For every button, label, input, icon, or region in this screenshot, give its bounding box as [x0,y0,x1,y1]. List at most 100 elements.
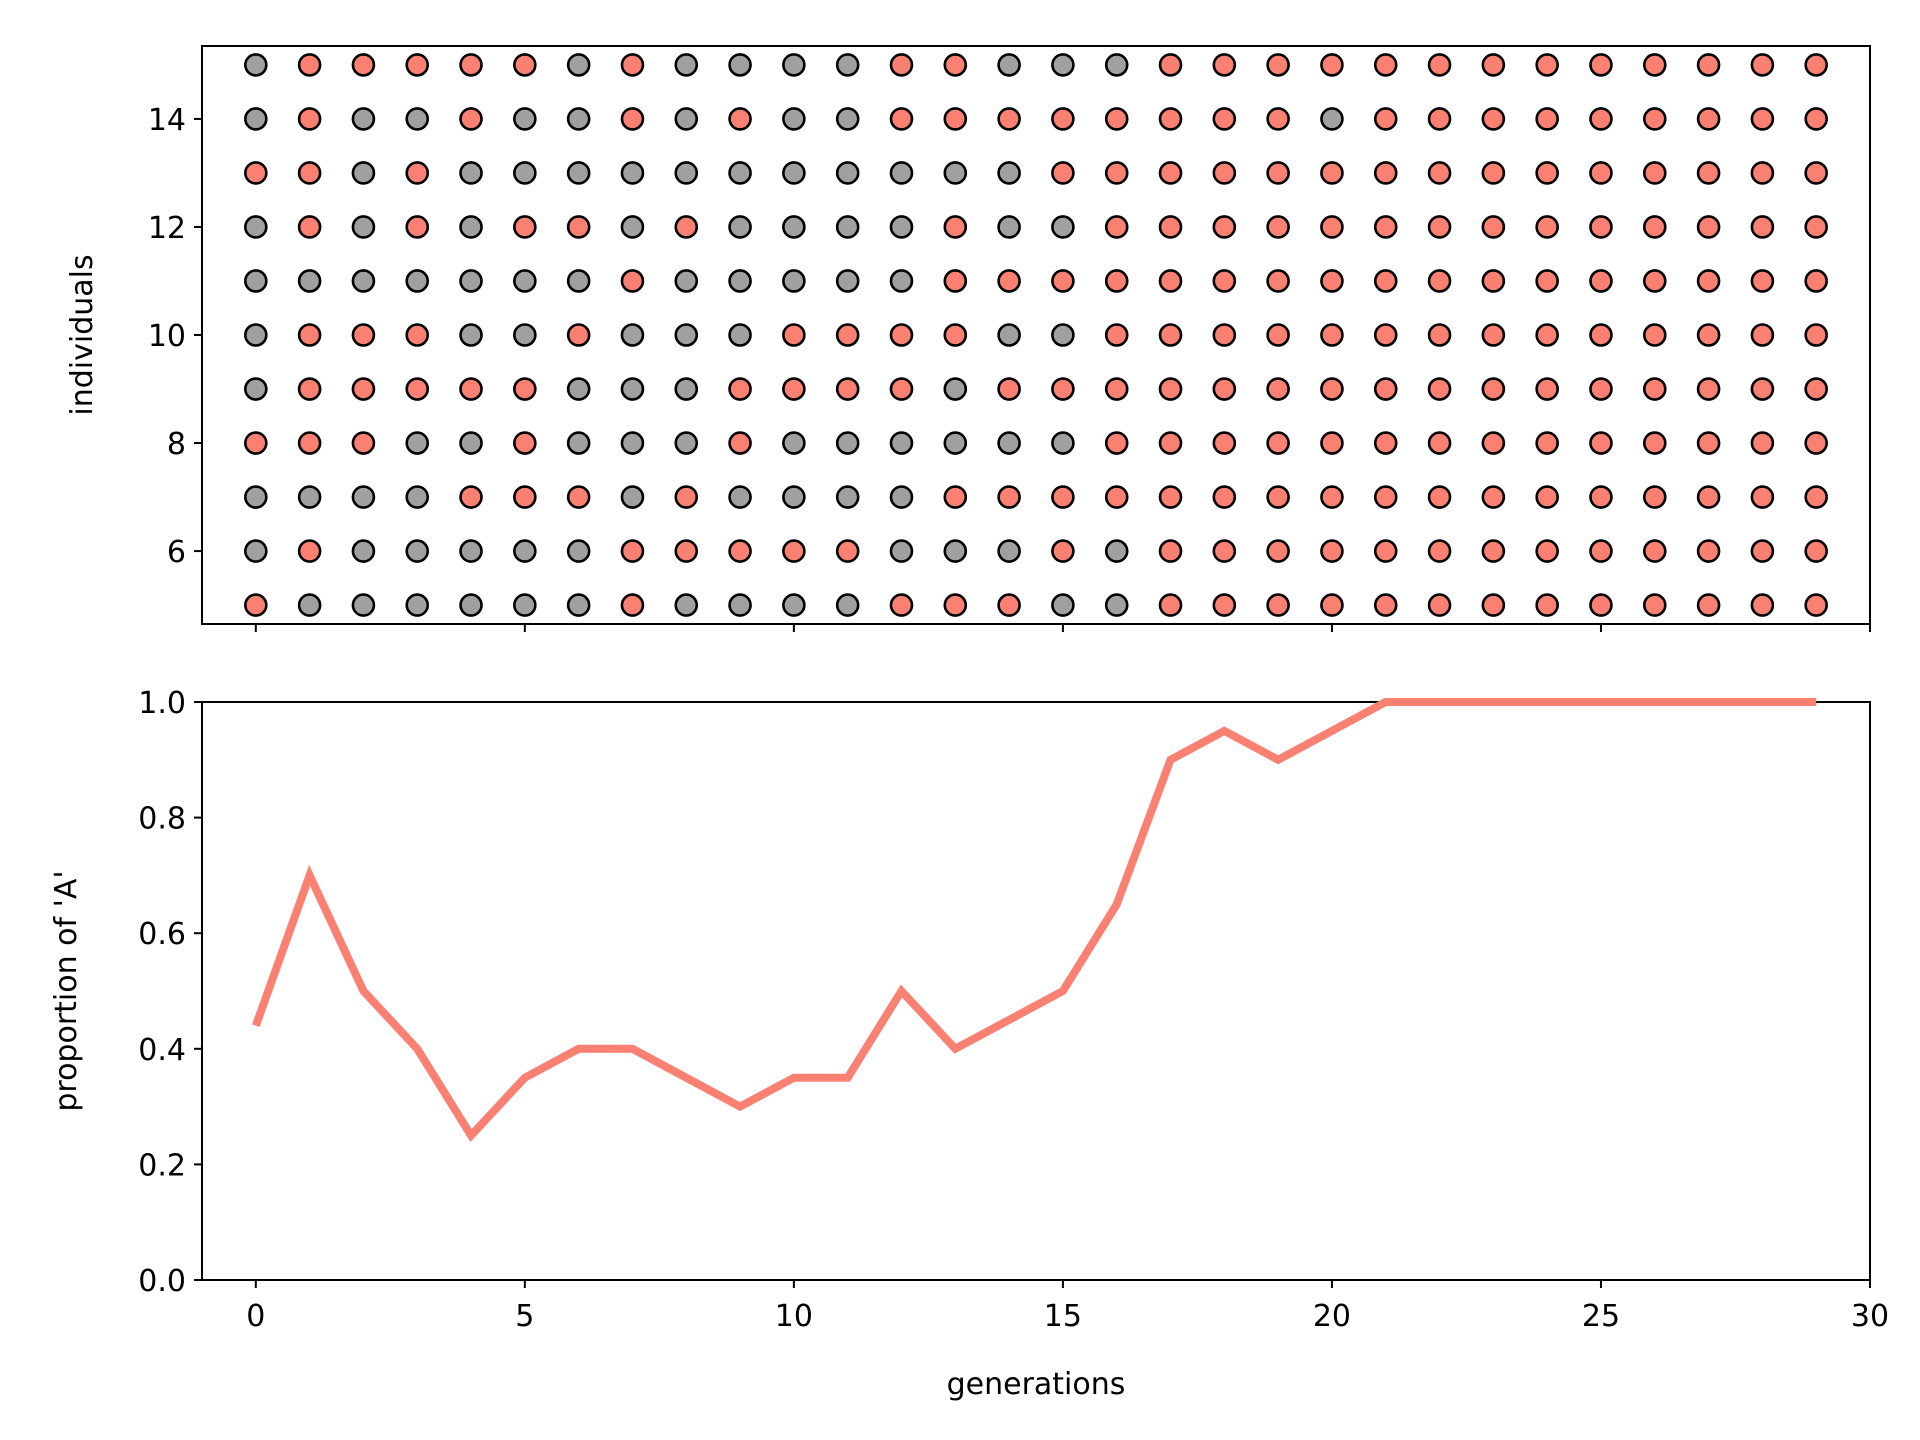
scatter-point-A [943,323,968,347]
scatter-point-A [1158,107,1183,131]
scatter-point-A [1481,323,1506,347]
scatter-point-B [513,593,537,617]
scatter-point-A [1266,593,1290,617]
scatter-point-A [1696,539,1721,563]
scatter-point-A [1804,215,1828,239]
scatter-point-A [782,539,806,563]
scatter-point-A [244,593,268,617]
scatter-point-A [943,485,968,509]
scatter-point-A [1535,323,1559,347]
scatter-point-A [728,107,752,131]
scatter-point-B [782,53,806,77]
scatter-point-A [1642,269,1667,293]
y-tick-label: 0.6 [138,917,186,952]
scatter-point-B [728,323,752,347]
scatter-point-B [1051,593,1075,617]
scatter-point-B [835,53,860,77]
scatter-point-A [1051,161,1075,185]
scatter-point-B [351,269,376,293]
scatter-point-B [997,539,1021,563]
scatter-point-A [1158,161,1183,185]
scatter-point-A [1051,269,1075,293]
scatter-point-A [1212,431,1237,455]
scatter-point-A [1696,485,1721,509]
scatter-point-B [997,161,1021,185]
bottom-panel-proportion: 0.0 0.2 0.4 0.6 0.8 1.0 0 5 10 15 20 25 30 proporti… [49,686,1889,1402]
scatter-point-B [513,107,537,131]
proportion-line-series [252,698,1817,1143]
scatter-point-B [782,593,806,617]
scatter-point-A [889,107,914,131]
individuals-scatter [244,53,1828,617]
scatter-point-A [943,269,968,293]
scatter-point-A [835,539,860,563]
scatter-point-A [513,485,537,509]
scatter-point-A [1158,377,1183,401]
scatter-point-B [244,107,268,131]
scatter-point-A [297,53,322,77]
scatter-point-A [1535,485,1559,509]
scatter-point-A [1804,269,1828,293]
scatter-point-B [782,107,806,131]
scatter-point-A [1481,485,1506,509]
y-tick-label: 0.0 [138,1264,186,1299]
scatter-point-B [620,377,645,401]
x-tick-label: 30 [1851,1299,1889,1334]
scatter-point-A [1212,593,1237,617]
scatter-point-A [297,107,322,131]
scatter-point-A [1696,431,1721,455]
scatter-point-B [513,323,537,347]
scatter-point-B [351,215,376,239]
y-tick-label: 8 [167,427,186,462]
scatter-point-B [566,269,591,293]
scatter-point-A [1104,107,1129,131]
scatter-point-B [835,269,860,293]
scatter-point-A [620,269,645,293]
scatter-point-A [1642,539,1667,563]
bottom-y-axis-label: proportion of 'A' [49,870,84,1111]
scatter-point-A [405,215,430,239]
scatter-point-A [1320,53,1344,77]
scatter-point-A [1427,53,1452,77]
scatter-point-A [997,269,1021,293]
bottom-y-axis: 0.0 0.2 0.4 0.6 0.8 1.0 [138,686,202,1299]
scatter-point-A [1373,377,1398,401]
scatter-point-B [244,539,268,563]
scatter-point-A [943,53,968,77]
scatter-point-A [1104,215,1129,239]
y-tick-label: 0.4 [138,1033,186,1068]
scatter-point-A [1804,377,1828,401]
scatter-point-A [459,107,483,131]
scatter-point-A [997,485,1021,509]
scatter-point-A [889,593,914,617]
scatter-point-A [1696,377,1721,401]
scatter-point-A [1266,431,1290,455]
scatter-point-A [620,539,645,563]
scatter-point-A [1535,377,1559,401]
scatter-point-B [889,161,914,185]
scatter-point-A [351,377,376,401]
scatter-point-B [943,377,968,401]
scatter-point-A [1481,107,1506,131]
scatter-point-A [1642,431,1667,455]
scatter-point-A [1427,377,1452,401]
x-tick-label: 15 [1044,1299,1082,1334]
scatter-point-B [835,215,860,239]
scatter-point-A [1320,485,1344,509]
scatter-point-A [405,161,430,185]
scatter-point-B [405,539,430,563]
scatter-point-A [674,215,699,239]
scatter-point-B [674,431,699,455]
scatter-point-B [513,161,537,185]
scatter-point-B [1051,53,1075,77]
scatter-point-A [1481,161,1506,185]
scatter-point-B [459,323,483,347]
scatter-point-A [1535,107,1559,131]
scatter-point-A [297,161,322,185]
scatter-point-A [1373,107,1398,131]
scatter-point-A [943,107,968,131]
scatter-point-A [1104,323,1129,347]
scatter-point-A [835,377,860,401]
scatter-point-B [674,593,699,617]
scatter-point-A [244,431,268,455]
